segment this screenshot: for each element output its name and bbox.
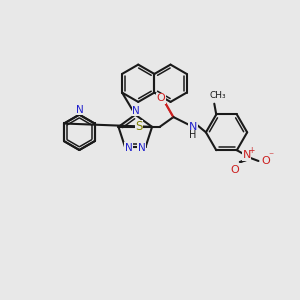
- Text: O: O: [156, 93, 165, 103]
- Text: ⁻: ⁻: [269, 151, 274, 161]
- Text: H: H: [189, 130, 197, 140]
- Text: N: N: [125, 142, 133, 153]
- Text: O: O: [230, 165, 239, 175]
- Text: N: N: [132, 106, 140, 116]
- Text: N: N: [138, 142, 146, 153]
- Text: S: S: [135, 120, 143, 134]
- Text: N: N: [242, 150, 251, 160]
- Text: CH₃: CH₃: [210, 91, 226, 100]
- Text: N: N: [76, 105, 84, 115]
- Text: N: N: [189, 122, 197, 132]
- Text: +: +: [248, 146, 255, 155]
- Text: O: O: [261, 156, 270, 166]
